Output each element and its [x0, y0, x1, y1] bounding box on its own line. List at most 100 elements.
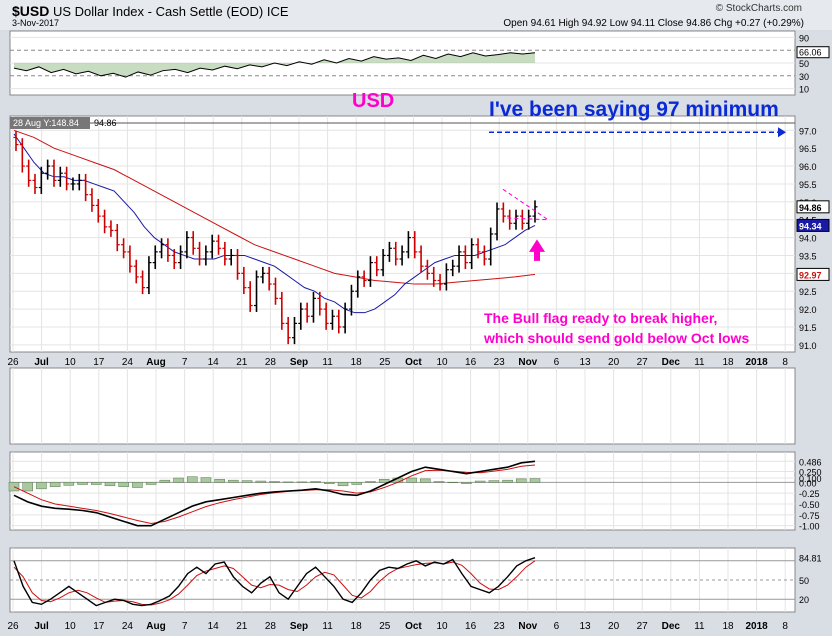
x-tick-label: 10 [436, 357, 448, 368]
macd-histogram-bar [351, 482, 363, 485]
macd-panel [9, 451, 796, 531]
macd-histogram-bar [36, 482, 47, 490]
rsi-line [13, 52, 536, 78]
x-tick-label-bottom: 20 [608, 621, 620, 632]
macd-line [13, 460, 536, 527]
tooltip-box [10, 117, 90, 129]
x-tick-label-bottom: 11 [694, 621, 705, 632]
ma-long-line [13, 129, 536, 285]
macd-histogram-bar [502, 479, 513, 483]
macd-histogram-bar [324, 482, 335, 484]
price-tick-label: 91.5 [799, 323, 817, 333]
x-tick-label-bottom: Aug [146, 621, 165, 632]
macd-histogram-bar [337, 482, 349, 487]
x-tick-label-bottom: Jul [34, 621, 49, 632]
x-tick-label-bottom: 21 [236, 621, 248, 632]
macd-tick-label: -0.50 [799, 500, 820, 510]
x-tick-label: 16 [465, 357, 477, 368]
x-tick-label-bottom: Nov [518, 621, 537, 632]
rsi-tick-label: 50 [799, 59, 809, 69]
macd-tick-label: -0.75 [799, 511, 820, 521]
macd-histogram-bar [49, 482, 61, 487]
macd-histogram-bar [200, 477, 212, 483]
price-tick-label: 93.5 [799, 251, 817, 261]
blank-panel [9, 367, 796, 445]
symbol-title: $USD US Dollar Index - Cash Settle (EOD)… [12, 3, 289, 19]
x-tick-label: 23 [494, 357, 506, 368]
macd-histogram-bar [406, 477, 417, 483]
x-tick-label: 8 [782, 357, 788, 368]
x-tick-label-bottom: 27 [637, 621, 649, 632]
x-tick-label: 20 [608, 357, 620, 368]
x-tick-label: Dec [662, 357, 681, 368]
stochastic-tick-label: 84.81 [799, 554, 822, 564]
tooltip-text: 28 Aug Y:148.84 [13, 118, 79, 128]
x-tick-label-bottom: 18 [722, 621, 734, 632]
macd-histogram-bar [433, 481, 445, 483]
macd-histogram-bar [91, 482, 102, 485]
chart-date: 3-Nov-2017 [12, 18, 60, 28]
macd-histogram-bar [516, 478, 527, 483]
macd-tick-label: -1.00 [799, 522, 820, 532]
x-tick-label-bottom: 10 [436, 621, 448, 632]
macd-histogram-bar [474, 480, 486, 483]
x-tick-label: 27 [637, 357, 649, 368]
x-tick-label-bottom: Oct [405, 621, 422, 632]
macd-histogram-bar [132, 482, 143, 488]
macd-histogram-bar [104, 482, 116, 487]
x-tick-label-bottom: 17 [93, 621, 105, 632]
price-tick-label: 94.0 [799, 234, 817, 244]
macd-tick-label: 0.00 [799, 478, 817, 488]
brand-label: © StockCharts.com [715, 3, 802, 14]
symbol-name: US Dollar Index - Cash Settle (EOD) [52, 4, 264, 19]
macd-histogram-bar [269, 481, 280, 483]
price-tick-label: 95.5 [799, 180, 817, 190]
x-tick-label: 17 [93, 357, 105, 368]
macd-histogram-bar [186, 476, 198, 483]
level-label: 94.86 [94, 118, 117, 128]
x-tick-label: 2018 [745, 357, 768, 368]
macd-histogram-bar [255, 480, 267, 483]
macd-histogram-bar [22, 482, 33, 492]
up-arrow [529, 239, 545, 261]
x-tick-label-bottom: 16 [465, 621, 477, 632]
x-tick-label: 6 [554, 357, 560, 368]
x-tick-label-bottom: 11 [322, 621, 333, 632]
x-tick-label-bottom: 7 [182, 621, 188, 632]
macd-histogram-bar [378, 479, 390, 483]
ma-short-label-box [796, 218, 830, 232]
macd-histogram-bar [173, 477, 184, 483]
last-close-label: 94.86 [799, 203, 822, 213]
target-annotation: I've been saying 97 minimum [489, 98, 779, 121]
last-close-label-box [796, 200, 830, 214]
x-tick-label-bottom: 14 [208, 621, 220, 632]
rsi-tick-label: 10 [799, 85, 809, 95]
x-tick-label: 25 [379, 357, 391, 368]
x-tick-label: 18 [722, 357, 734, 368]
ma-long-label: 92.97 [799, 270, 822, 280]
macd-histogram-bar [118, 482, 129, 487]
symbol: $USD [12, 3, 50, 19]
x-tick-label-bottom: Dec [662, 621, 681, 632]
flag-annotation-line2: which should send gold below Oct lows [484, 330, 750, 346]
x-tick-label-bottom: 6 [554, 621, 560, 632]
macd-tick-label: 0.486 [799, 457, 822, 467]
exchange: ICE [266, 4, 289, 19]
stochastic-tick-label: 50 [799, 576, 809, 586]
rsi-fill [14, 52, 535, 78]
x-tick-label: 26 [7, 357, 19, 368]
x-tick-label: Aug [146, 357, 165, 368]
price-tick-label: 96.0 [799, 162, 817, 172]
ohlc-readout: Open 94.61 High 94.92 Low 94.11 Close 94… [503, 18, 804, 29]
macd-histogram-bar [365, 481, 376, 483]
x-tick-label: 18 [351, 357, 363, 368]
x-tick-label: 13 [579, 357, 591, 368]
x-tick-label: 24 [122, 357, 134, 368]
macd-tick-label: -0.25 [799, 489, 820, 499]
macd-histogram-bar [63, 482, 75, 486]
macd-histogram-bar [145, 482, 157, 485]
macd-histogram-bar [529, 478, 541, 483]
macd-tick-label: 0.250 [799, 468, 822, 478]
macd-tick-label: 0.100 [799, 474, 822, 484]
x-tick-label-bottom: 10 [65, 621, 77, 632]
